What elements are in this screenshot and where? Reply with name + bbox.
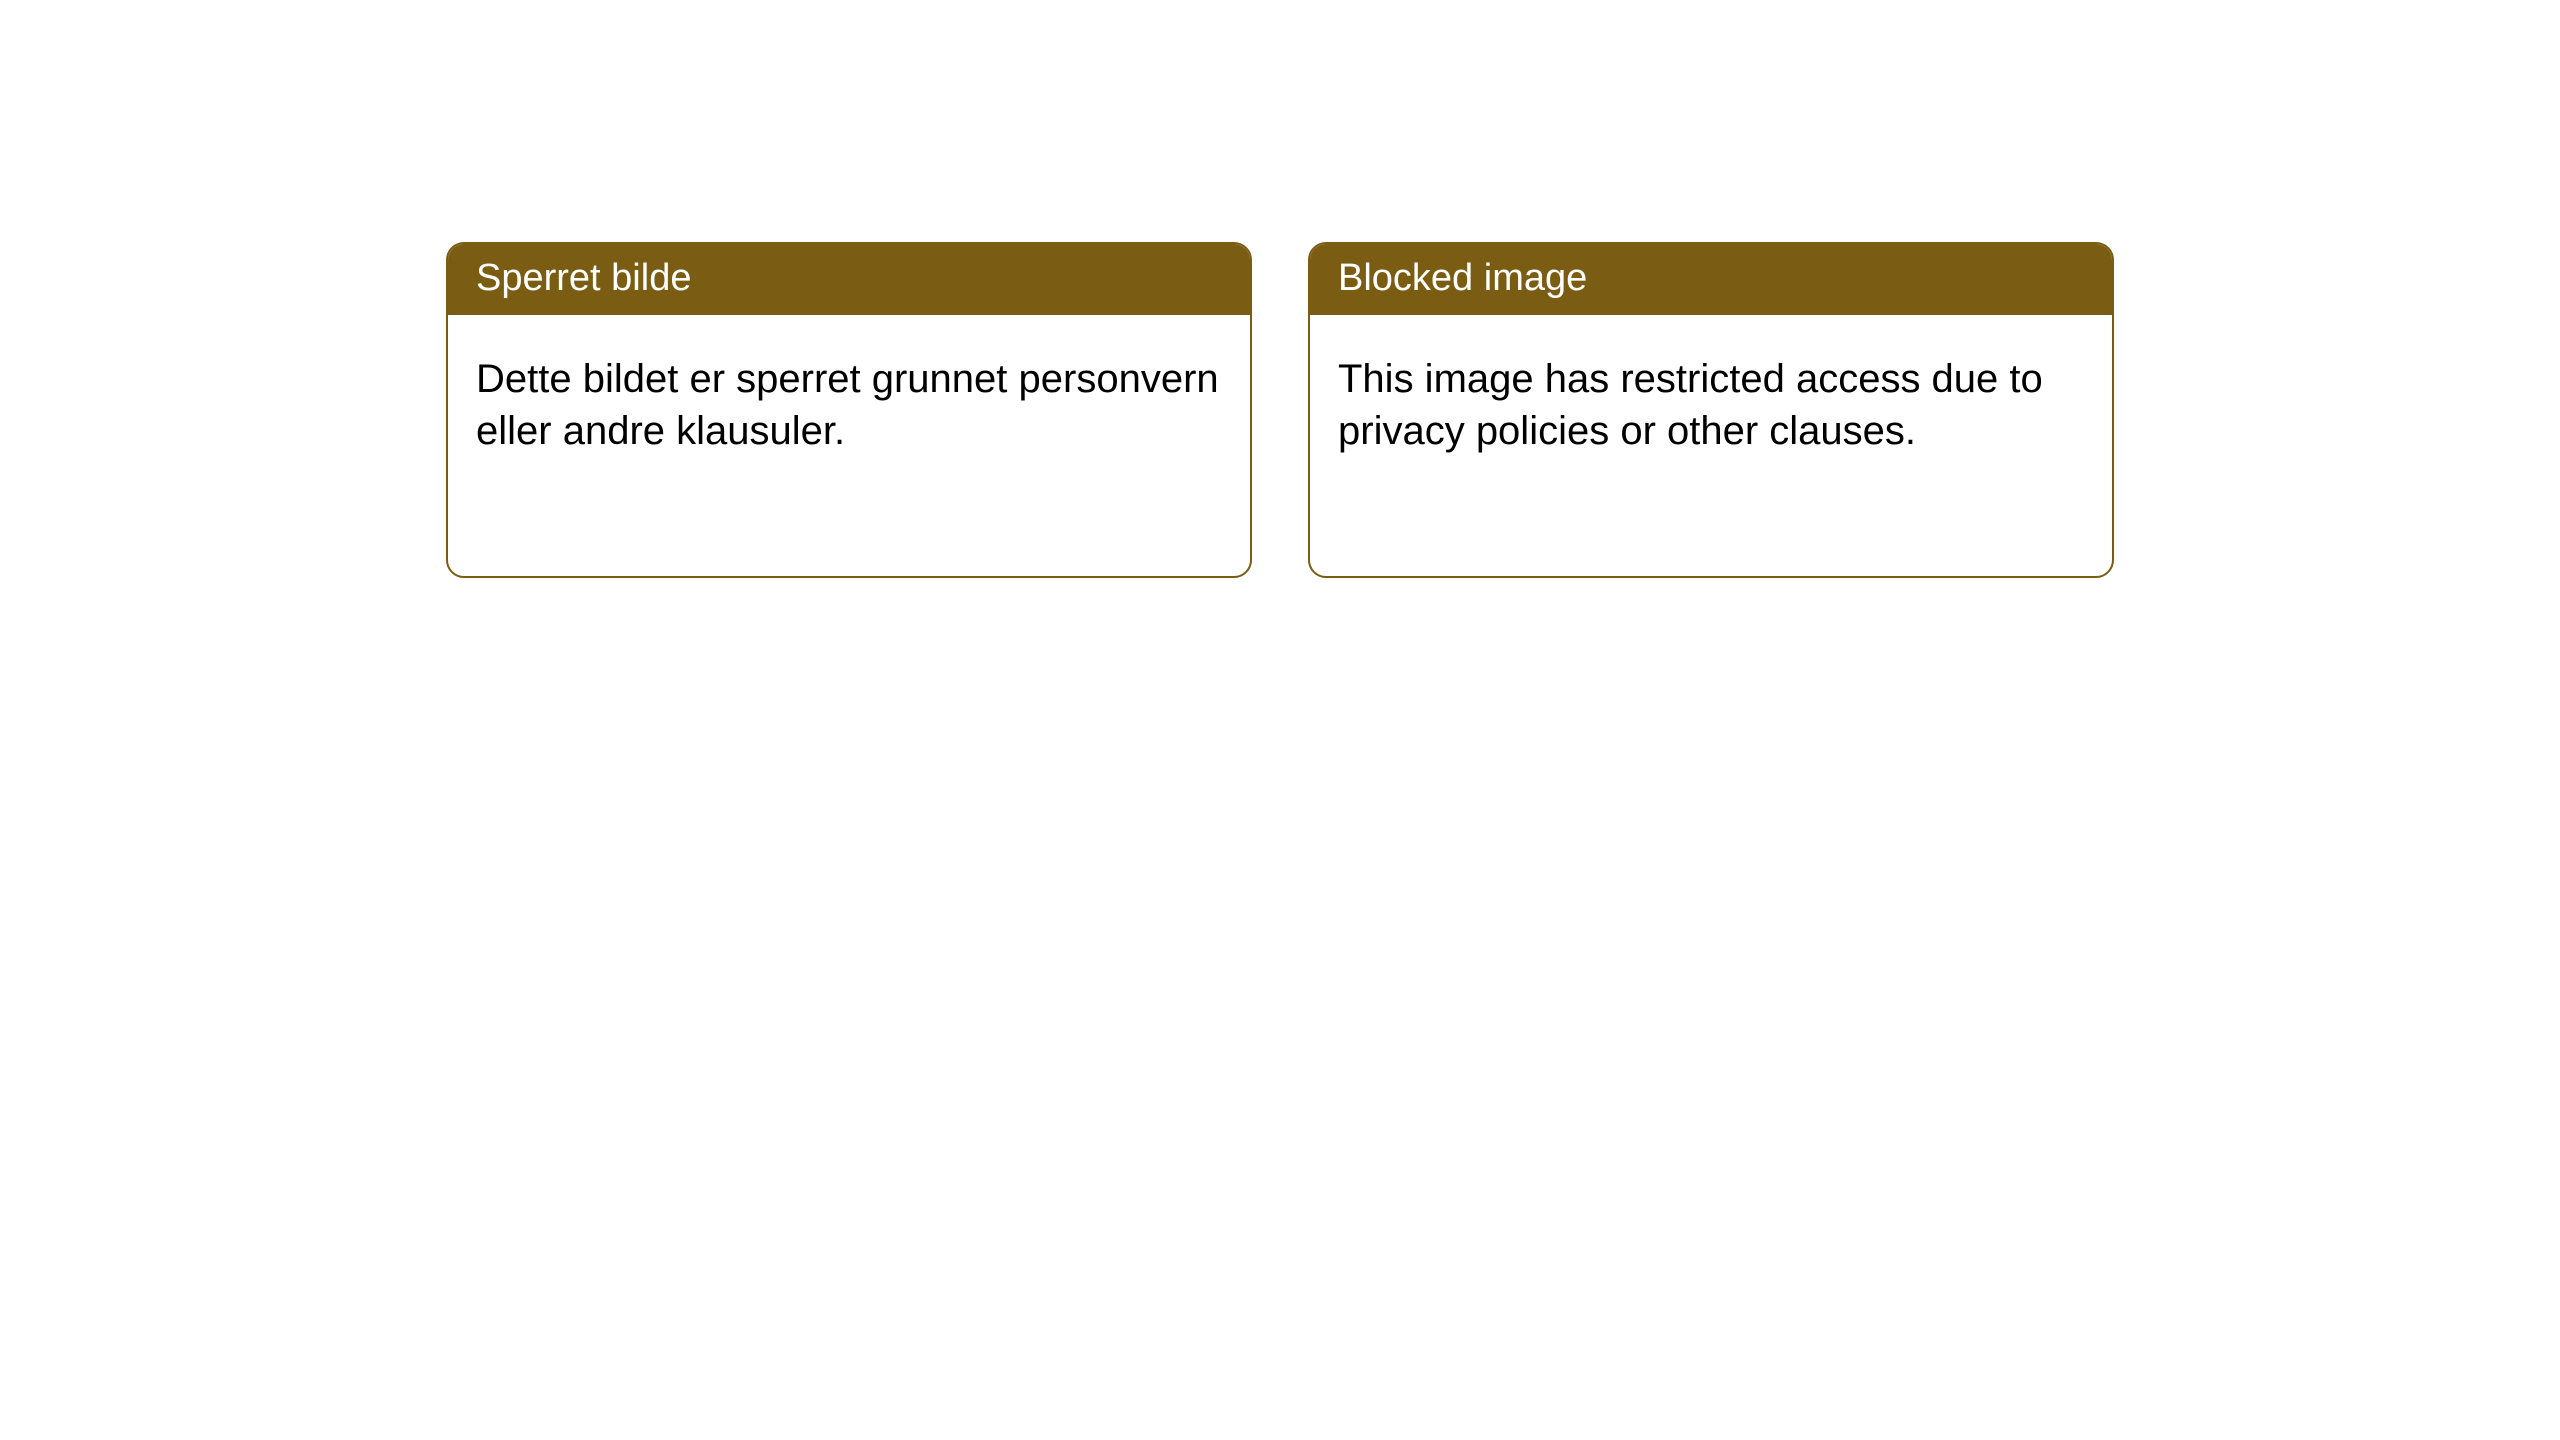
notice-card-norwegian: Sperret bilde Dette bildet er sperret gr… xyxy=(446,242,1252,578)
notice-body: This image has restricted access due to … xyxy=(1310,315,2112,576)
notice-card-english: Blocked image This image has restricted … xyxy=(1308,242,2114,578)
notice-body: Dette bildet er sperret grunnet personve… xyxy=(448,315,1250,576)
notice-header: Blocked image xyxy=(1310,244,2112,315)
notice-container: Sperret bilde Dette bildet er sperret gr… xyxy=(0,0,2560,578)
notice-header: Sperret bilde xyxy=(448,244,1250,315)
